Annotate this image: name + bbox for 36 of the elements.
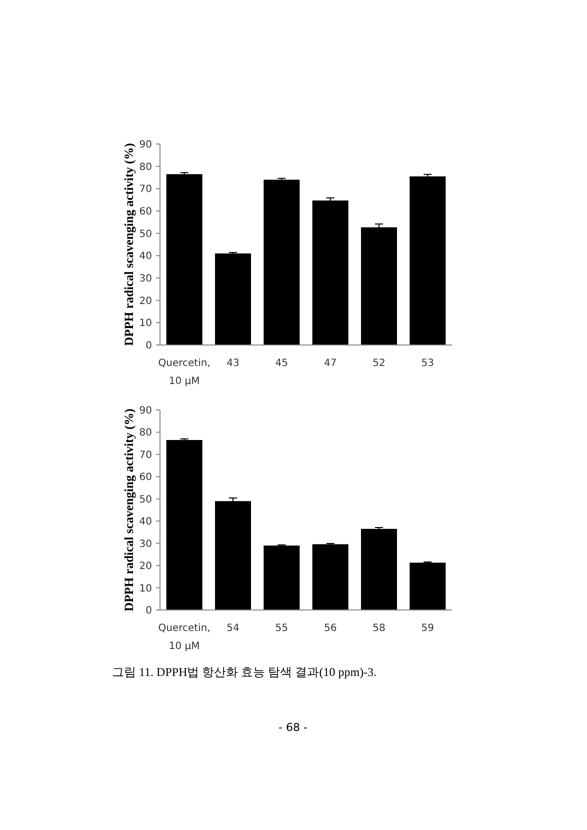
caption: 그림 11. DPPH법 항산화 효능 탐색 결과(10 ppm)-3.	[112, 665, 377, 679]
y-tick-label: 0	[146, 606, 152, 616]
y-tick-label: 10	[139, 583, 152, 594]
y-tick-label: 10	[139, 318, 152, 330]
y-tick-label: 40	[139, 251, 152, 262]
y-tick-label: 90	[139, 406, 152, 416]
x-tick-label: 54	[226, 623, 240, 634]
x-tick-label: 58	[372, 623, 386, 634]
x-tick-label: 52	[372, 358, 386, 369]
y-tick-label: 80	[139, 428, 152, 439]
x-tick-label: 43	[226, 358, 240, 369]
y-tick-label: 30	[139, 274, 152, 284]
x-tick-label: 55	[275, 623, 288, 634]
y-tick-label: 60	[139, 472, 152, 484]
y-tick-label: 70	[139, 184, 152, 196]
y-tick-label: 20	[139, 296, 152, 307]
y-tick-label: 20	[139, 561, 152, 572]
y-tick-label: 50	[139, 494, 152, 506]
x-tick-label: 45	[275, 358, 288, 369]
y-tick-label: 50	[139, 228, 152, 240]
y-axis-title: DPPH radical scavenging activity (%)	[122, 408, 136, 612]
y-tick-label: 70	[139, 450, 152, 461]
x-tick-label: 56	[324, 623, 337, 634]
y-tick-label: 60	[139, 206, 152, 218]
x-tick-label: Quercetin, 10 μM	[158, 623, 210, 652]
y-axis-title: DPPH radical scavenging activity (%)	[122, 143, 136, 346]
y-tick-label: 80	[139, 162, 152, 173]
text: - 68 -	[278, 721, 308, 734]
x-tick-label: 59	[421, 623, 434, 634]
x-tick-label: 53	[421, 358, 434, 369]
y-tick-label: 40	[139, 516, 152, 528]
y-tick-label: 90	[139, 140, 152, 150]
y-tick-label: 0	[146, 340, 152, 352]
x-tick-label: 47	[324, 358, 337, 369]
y-tick-label: 30	[139, 538, 152, 550]
x-tick-label: Quercetin, 10 μM	[158, 358, 210, 387]
